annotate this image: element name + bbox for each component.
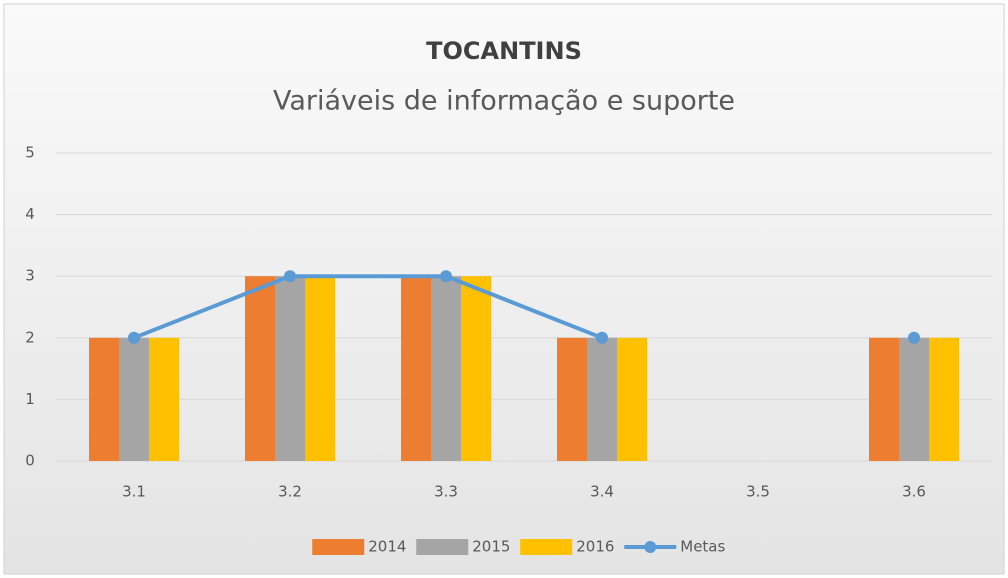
legend-label: 2014 [368,538,406,556]
chart-subtitle: Variáveis de informação e suporte [273,86,735,117]
bar [461,276,491,461]
chart-title: TOCANTINS [426,37,582,65]
bar [305,276,335,461]
bar [557,337,587,461]
bar [89,337,119,461]
legend-label: 2015 [472,538,510,556]
bar [275,276,305,461]
x-tick-label: 3.4 [590,483,614,501]
line-point [440,270,452,283]
line-point [284,270,296,283]
y-tick-label: 0 [25,452,35,470]
legend-marker [644,541,657,553]
bar [617,337,647,461]
x-tick-label: 3.1 [122,483,146,501]
bar [401,276,431,461]
line-point [908,331,920,344]
legend-swatch [520,539,573,555]
bar [431,276,461,461]
legend-label: Metas [680,538,725,556]
legend-swatch [416,539,469,555]
x-tick-label: 3.6 [902,483,926,501]
bar [899,337,929,461]
y-tick-label: 4 [25,205,35,223]
bar [929,337,959,461]
bar [245,276,275,461]
y-tick-label: 1 [25,390,35,408]
chart-background [3,3,1005,575]
x-tick-label: 3.2 [278,483,302,501]
legend-label: 2016 [576,538,614,556]
y-tick-label: 2 [25,328,35,346]
x-tick-label: 3.5 [746,483,770,501]
y-tick-label: 3 [25,267,35,285]
bar [149,337,179,461]
y-tick-label: 5 [25,144,35,162]
legend-swatch [312,539,365,555]
x-tick-label: 3.3 [434,483,458,501]
line-point [128,331,140,344]
bar [587,337,617,461]
bar [869,337,899,461]
bar [119,337,149,461]
line-point [596,331,608,344]
